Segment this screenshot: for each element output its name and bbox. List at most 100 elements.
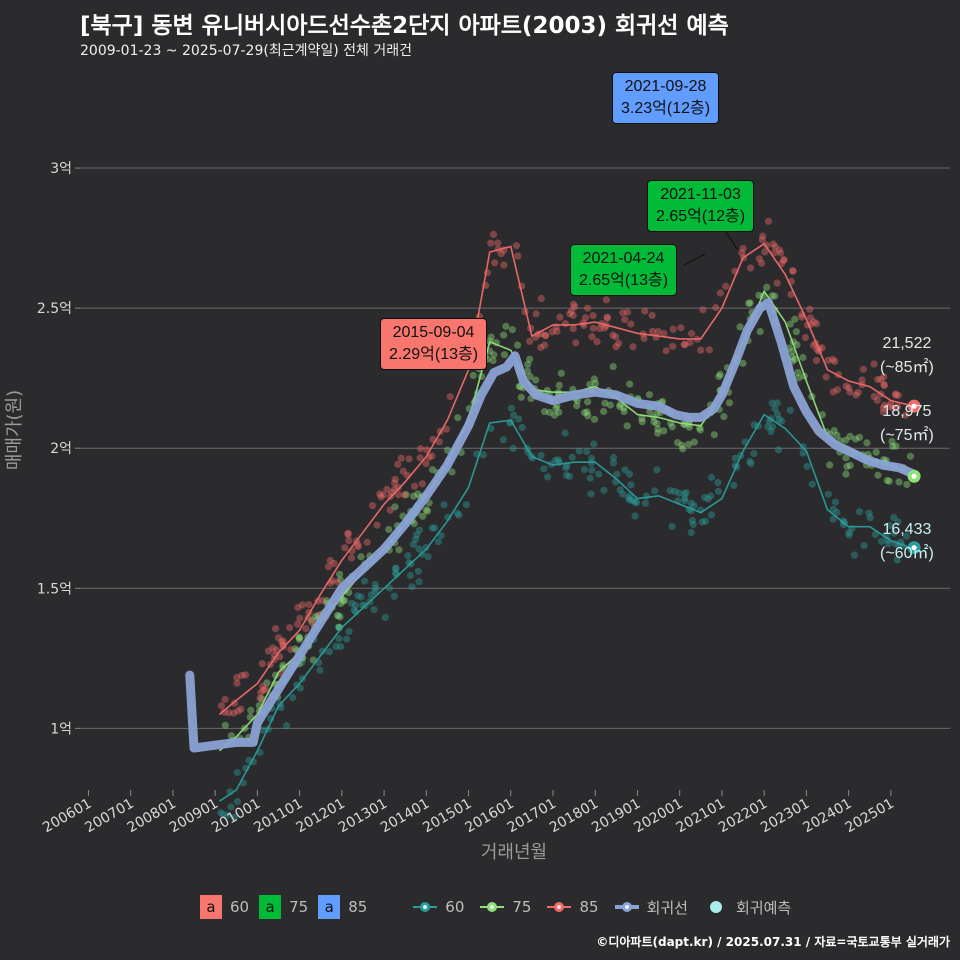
scatter-point-75 <box>756 327 764 336</box>
scatter-point-75 <box>799 353 807 362</box>
annotation-2015-09-04: 2015-09-04 2.29억(13층) <box>380 318 488 370</box>
scatter-point-60 <box>233 797 241 806</box>
annotation-connector <box>725 231 738 250</box>
scatter-point-75 <box>874 471 882 479</box>
scatter-point-85 <box>269 644 277 652</box>
scatter-point-85 <box>345 536 353 545</box>
scatter-point-85 <box>829 355 837 363</box>
scatter-point-75 <box>763 283 771 291</box>
scatter-point-60 <box>768 423 777 431</box>
scatter-point-85 <box>537 343 545 351</box>
scatter-point-75 <box>263 679 271 687</box>
scatter-point-60 <box>845 531 853 539</box>
scatter-point-85 <box>621 316 629 324</box>
scatter-point-60 <box>747 459 755 468</box>
scatter-point-60 <box>768 399 776 407</box>
scatter-point-85 <box>615 339 623 347</box>
scatter-point-75 <box>580 408 589 417</box>
scatter-point-85 <box>822 373 830 381</box>
scatter-point-60 <box>580 465 589 474</box>
scatter-point-85 <box>722 282 730 290</box>
scatter-point-85 <box>334 578 342 586</box>
scatter-point-75 <box>720 413 728 421</box>
scatter-point-75 <box>843 462 851 471</box>
scatter-point-60 <box>778 417 786 425</box>
scatter-point-60 <box>626 492 634 500</box>
scatter-point-85 <box>394 483 402 492</box>
scatter-point-60 <box>430 524 439 532</box>
end-label-value: 18,975 <box>882 403 932 420</box>
scatter-point-85 <box>609 331 617 339</box>
scatter-point-85 <box>368 502 377 510</box>
scatter-point-75 <box>333 611 342 620</box>
scatter-point-75 <box>645 391 654 399</box>
scatter-point-85 <box>286 624 294 632</box>
scatter-point-60 <box>381 613 389 622</box>
scatter-point-75 <box>295 633 303 641</box>
series-line-85 <box>218 242 915 716</box>
scatter-point-75 <box>673 438 682 447</box>
scatter-point-75 <box>227 732 235 740</box>
scatter-point-75 <box>646 408 654 416</box>
scatter-point-60 <box>554 456 563 464</box>
scatter-point-60 <box>833 508 841 517</box>
scatter-point-60 <box>786 406 794 414</box>
scatter-point-85 <box>889 404 897 412</box>
scatter-point-85 <box>294 603 302 612</box>
scatter-point-60 <box>518 423 526 432</box>
scatter-point-85 <box>677 324 685 332</box>
scatter-point-60 <box>865 509 873 517</box>
scatter-point-60 <box>415 526 424 534</box>
scatter-point-85 <box>777 249 785 257</box>
scatter-point-75 <box>555 408 563 416</box>
scatter-point-85 <box>394 490 402 499</box>
scatter-point-75 <box>851 435 860 443</box>
scatter-point-60 <box>871 530 879 539</box>
annotation-value: 3.23억(12층) <box>621 100 711 117</box>
scatter-point-85 <box>566 310 574 318</box>
scatter-point-85 <box>318 596 327 605</box>
scatter-point-60 <box>249 758 257 766</box>
scatter-point-60 <box>668 522 676 531</box>
scatter-point-60 <box>746 457 754 466</box>
scatter-point-85 <box>761 248 769 256</box>
scatter-point-60 <box>528 454 537 462</box>
scatter-point-75 <box>794 368 802 377</box>
scatter-point-75 <box>736 323 744 331</box>
scatter-point-75 <box>653 420 661 428</box>
scatter-point-85 <box>422 460 430 468</box>
scatter-point-85 <box>262 685 270 693</box>
scatter-point-75 <box>771 292 779 300</box>
scatter-point-60 <box>507 404 516 412</box>
scatter-point-75 <box>626 380 634 388</box>
scatter-point-85 <box>569 324 577 333</box>
scatter-point-85 <box>373 521 381 529</box>
scatter-point-60 <box>893 556 901 564</box>
scatter-point-75 <box>532 376 540 384</box>
y-tick-label: 1억 <box>50 721 72 737</box>
scatter-point-60 <box>583 447 591 456</box>
scatter-point-75 <box>842 470 850 478</box>
scatter-point-60 <box>675 489 683 497</box>
end-label-value: 16,433 <box>882 521 932 538</box>
scatter-point-60 <box>619 490 627 498</box>
scatter-point-85 <box>589 312 597 320</box>
scatter-point-75 <box>601 399 609 407</box>
scatter-point-75 <box>846 461 854 469</box>
scatter-point-75 <box>490 351 498 359</box>
scatter-point-75 <box>513 341 522 349</box>
scatter-point-85 <box>818 344 826 352</box>
scatter-point-75 <box>500 351 509 359</box>
scatter-point-85 <box>833 386 842 394</box>
scatter-point-60 <box>890 529 898 537</box>
scatter-point-75 <box>557 369 565 377</box>
scatter-point-75 <box>508 326 516 334</box>
scatter-point-85 <box>603 314 611 322</box>
scatter-point-85 <box>716 289 724 297</box>
scatter-point-85 <box>880 372 888 381</box>
scatter-point-75 <box>793 341 801 349</box>
scatter-point-75 <box>745 299 753 307</box>
scatter-point-75 <box>855 433 864 441</box>
series-lines <box>185 242 921 802</box>
scatter-point-85 <box>780 256 788 264</box>
